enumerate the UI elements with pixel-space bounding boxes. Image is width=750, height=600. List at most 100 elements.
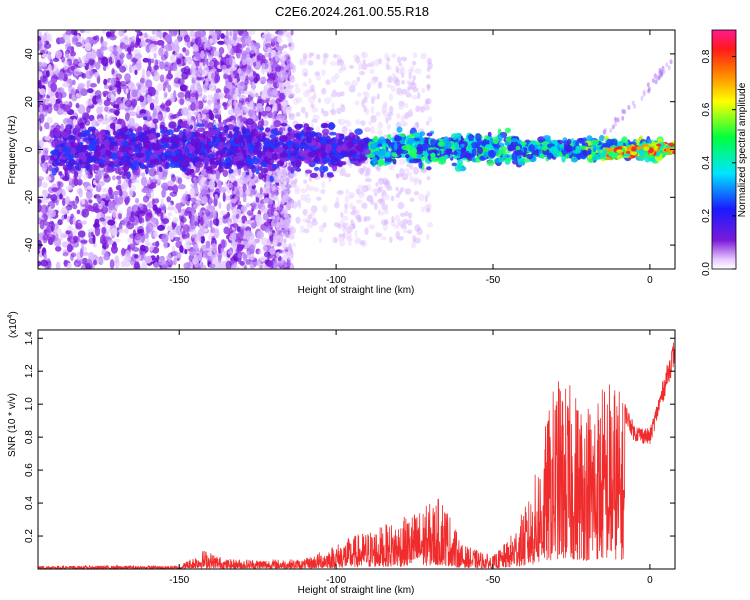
- spectrogram-cell: [373, 77, 379, 83]
- spectrogram-cell: [114, 167, 121, 174]
- spectrogram-cell: [288, 113, 295, 121]
- spectrogram-cell: [391, 72, 396, 78]
- spectrogram-cell: [180, 216, 187, 223]
- spectrogram-cell: [61, 241, 69, 248]
- spectrogram-cell: [398, 105, 405, 110]
- spectrogram-cell: [283, 238, 287, 243]
- spectrogram-cell: [198, 252, 203, 262]
- spectrogram-cell: [108, 84, 116, 91]
- spectrogram-cell: [245, 189, 251, 196]
- spectrogram-cell: [389, 105, 394, 114]
- spectrogram-cell: [149, 102, 155, 111]
- spectrogram-cell: [109, 259, 115, 269]
- spectrogram-cell: [246, 210, 254, 216]
- spectrogram-cell: [152, 204, 158, 212]
- spectrogram-cell: [223, 226, 230, 235]
- spectrogram-cell: [171, 250, 179, 257]
- spectrogram-cell: [205, 77, 209, 87]
- spectrogram-cell: [292, 242, 297, 248]
- spectrogram-cell: [401, 80, 405, 85]
- spectrogram-cell: [355, 119, 362, 125]
- spectrogram-cell: [229, 115, 237, 123]
- spectrogram-cell: [228, 108, 234, 115]
- spectrogram-cell: [132, 229, 137, 237]
- spectrogram-cell: [334, 72, 340, 79]
- spectrogram-cell: [290, 201, 295, 209]
- spectrogram-cell: [322, 222, 327, 228]
- spectrogram-cell: [50, 221, 55, 232]
- spectrogram-cell: [414, 121, 420, 129]
- spectrogram-cell: [400, 212, 406, 217]
- spectrogram-cell: [136, 235, 144, 241]
- spectrogram-cell: [94, 90, 102, 100]
- spectrogram-cell: [365, 108, 370, 115]
- spectrogram-cell: [315, 73, 321, 81]
- spectrogram-cell: [317, 97, 322, 104]
- spectrogram-cell: [237, 179, 244, 184]
- spectrogram-cell: [101, 120, 105, 125]
- spectrogram-cell: [165, 100, 172, 107]
- spectrogram-cell: [227, 250, 233, 255]
- spectrogram-cell: [117, 196, 124, 205]
- spectrogram-cell: [258, 111, 262, 121]
- spectrogram-cell: [367, 81, 372, 88]
- spectrogram-cell: [412, 60, 417, 66]
- spectrogram-cell: [103, 174, 111, 183]
- spectrogram-cell: [287, 189, 292, 194]
- spectrogram-cell: [103, 254, 110, 261]
- spectrogram-cell: [112, 104, 120, 109]
- spectrogram-cell: [321, 69, 326, 76]
- spectrogram-cell: [146, 94, 152, 103]
- spectrogram-cell: [360, 120, 366, 127]
- spectrogram-cell: [410, 241, 417, 249]
- spectrogram-cell: [287, 84, 294, 90]
- spectrogram-cell: [227, 67, 234, 74]
- spectrogram-cell: [363, 172, 371, 178]
- spectrogram-cell: [43, 162, 49, 167]
- spectrogram-cell: [145, 79, 153, 89]
- spectrogram-cell: [151, 242, 160, 247]
- spectrogram-cell: [310, 52, 315, 57]
- spectrogram-cell: [147, 86, 154, 93]
- spectrogram-cell: [190, 36, 195, 43]
- spectrogram-cell: [100, 206, 109, 214]
- spectrogram-cell: [50, 82, 58, 93]
- spectrogram-cell: [386, 57, 391, 63]
- spectrogram-cell: [368, 120, 373, 126]
- spectrogram-cell: [128, 84, 132, 90]
- spectrogram-cell: [371, 60, 375, 68]
- spectrogram-cell: [190, 92, 197, 98]
- spectrogram-cell: [244, 78, 249, 86]
- spectrogram-cell: [237, 68, 242, 74]
- spectrogram-cell: [63, 259, 68, 267]
- spectrogram-cell: [386, 123, 392, 130]
- spectrogram-cell: [118, 30, 125, 37]
- spectrogram-cell: [302, 52, 308, 60]
- spectrogram-cell: [59, 103, 64, 109]
- spectrogram-cell: [413, 166, 419, 175]
- spectrogram-cell: [341, 215, 349, 221]
- spectrogram-cell: [425, 233, 430, 241]
- spectrogram-cell: [222, 192, 226, 203]
- spectrogram-cell: [504, 127, 511, 134]
- spectrogram-cell: [204, 180, 210, 185]
- spectrogram-cell: [226, 182, 233, 189]
- spectrogram-cell: [135, 33, 140, 44]
- spectrogram-cell: [287, 63, 293, 69]
- spectrogram-cell: [251, 82, 256, 91]
- spectrogram-cell: [42, 189, 49, 198]
- spectrogram-cell: [276, 81, 283, 88]
- spectrogram-cell: [244, 231, 250, 240]
- spectrogram-cell: [273, 102, 278, 112]
- spectrogram-cell: [387, 116, 393, 121]
- spectrogram-cell: [336, 190, 344, 195]
- spectrogram-cell: [40, 259, 48, 267]
- spectrogram-cell: [240, 228, 245, 237]
- spectrogram-cell: [370, 105, 375, 114]
- spectrogram-cell: [289, 92, 296, 98]
- spectrogram-cell: [65, 204, 73, 211]
- spectrogram-cell: [130, 58, 137, 63]
- spectrogram-cell: [38, 113, 45, 124]
- spectrogram-cell: [402, 218, 409, 225]
- spectrogram-cell: [66, 118, 72, 124]
